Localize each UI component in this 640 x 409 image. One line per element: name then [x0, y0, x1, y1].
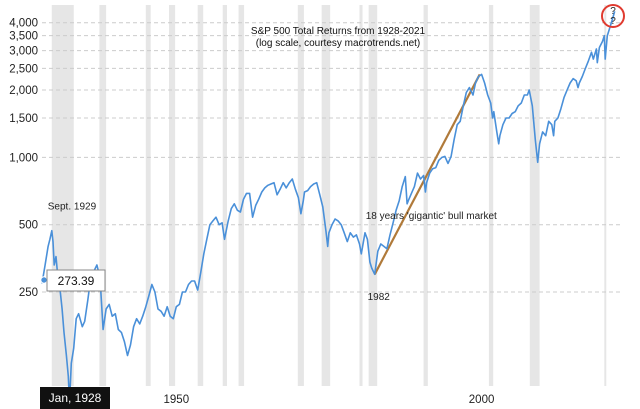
annotation-question-2: ?	[610, 16, 616, 27]
series-layer	[41, 11, 616, 404]
annotations: Sept. 1929 18 years 'gigantic' bull marke…	[48, 202, 497, 303]
annotation-2: 1982	[368, 292, 391, 303]
recession-band-10	[368, 5, 378, 386]
y-tick-label-6: 3,000	[9, 46, 38, 58]
y-tick-label-3: 1,500	[9, 113, 38, 125]
question-circle-icon	[601, 4, 625, 28]
y-tick-label-2: 1,000	[9, 152, 38, 164]
recession-bands	[51, 5, 607, 386]
y-tick-label-8: 4,000	[9, 18, 38, 30]
recession-band-8	[321, 5, 331, 386]
y-tick-label-7: 3,500	[9, 31, 38, 43]
recession-band-11	[423, 5, 428, 386]
recession-band-2	[145, 5, 151, 386]
chart-title: S&P 500 Total Returns from 1928-2021	[251, 26, 426, 37]
recession-band-7	[297, 5, 304, 386]
y-tick-label-4: 2,000	[9, 85, 38, 97]
hover-point-marker	[40, 276, 48, 284]
y-tick-label-5: 2,500	[9, 63, 38, 75]
annotation-question: ?	[610, 6, 616, 17]
recession-band-14	[604, 5, 607, 386]
series-line-0	[41, 11, 616, 404]
recession-band-5	[222, 5, 227, 386]
recession-band-13	[529, 5, 540, 386]
recession-band-0	[51, 5, 74, 386]
recession-band-9	[359, 5, 363, 386]
annotation-1: 18 years 'gigantic' bull market	[366, 211, 497, 222]
x-tick-label-1: 2000	[469, 394, 495, 406]
chart-subtitle: (log scale, courtesy macrotrends.net)	[256, 38, 421, 49]
x-axis-ticks: 1950 2000	[164, 394, 495, 406]
y-axis-ticks: 250 500 1,000 1,500 2,000 2,500 3,000 3,5004,00…	[9, 18, 38, 299]
tooltip-value: 273.39	[58, 274, 95, 288]
date-label-box	[40, 387, 110, 409]
date-label: Jan, 1928	[49, 391, 102, 405]
recession-band-4	[197, 5, 204, 386]
y-tick-label-1: 500	[19, 220, 38, 232]
annotation-0: Sept. 1929	[48, 202, 97, 213]
recession-band-6	[238, 5, 245, 386]
recession-band-12	[488, 5, 494, 386]
tooltip-box	[46, 269, 106, 292]
recession-band-3	[168, 5, 176, 386]
recession-band-1	[99, 5, 107, 386]
x-tick-label-0: 1950	[164, 394, 190, 406]
y-tick-label-0: 250	[19, 287, 38, 299]
